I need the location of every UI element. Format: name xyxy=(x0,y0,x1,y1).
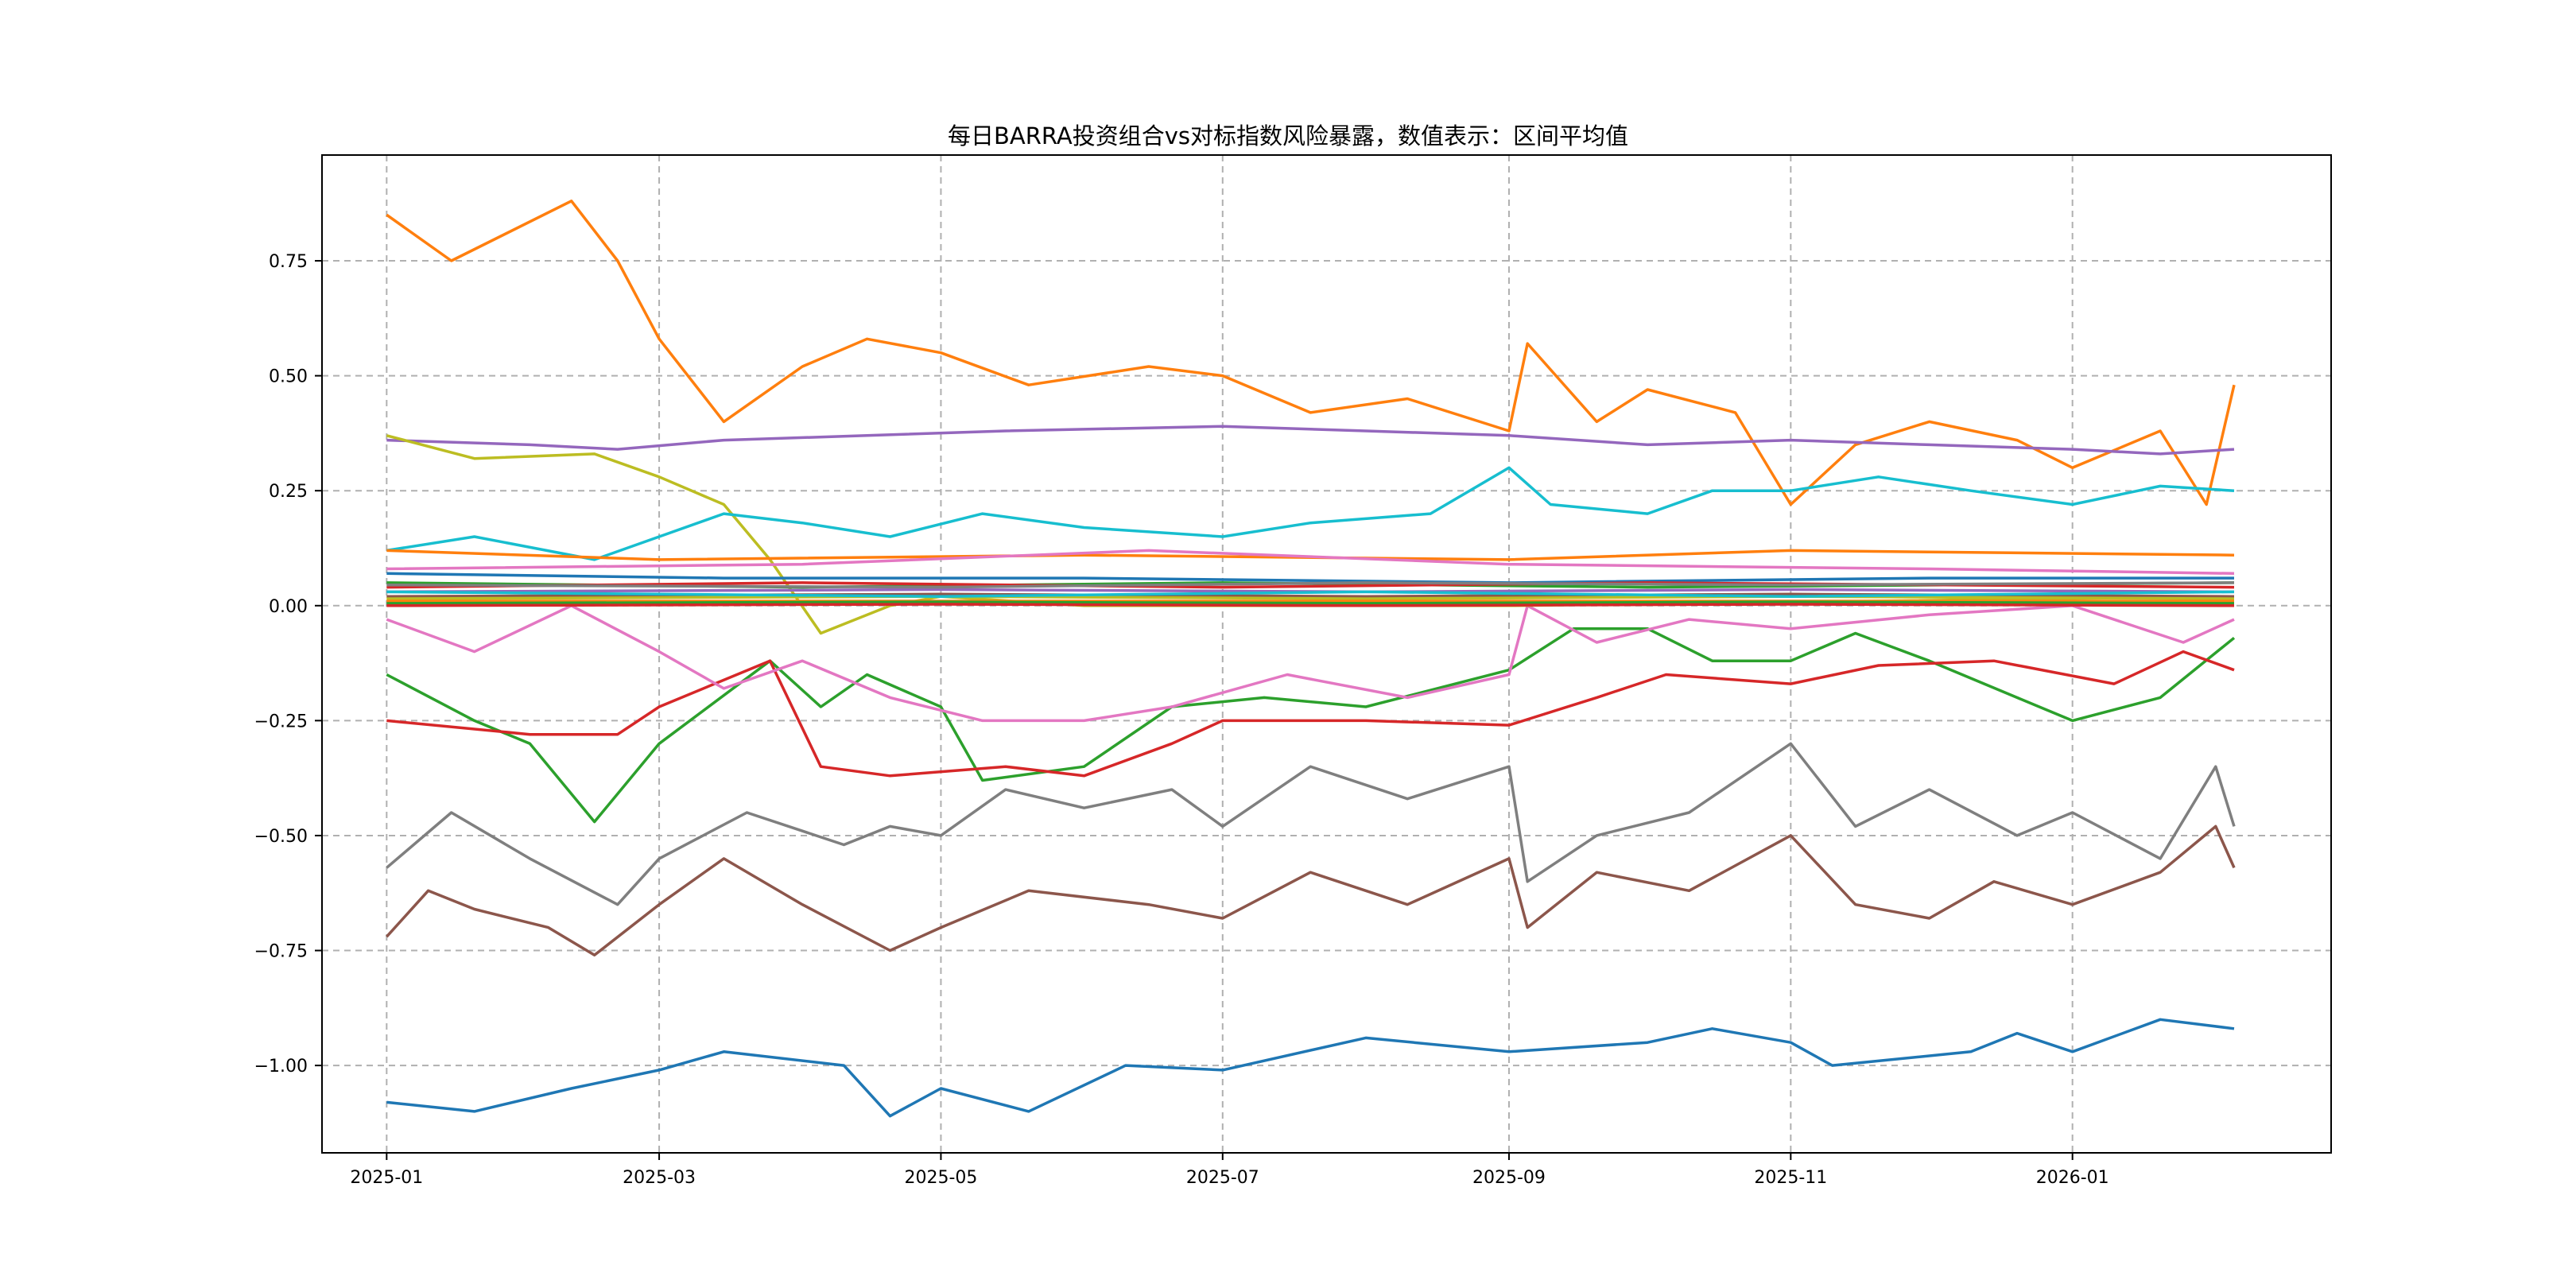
series-line-19 xyxy=(386,595,2235,600)
series-line-12 xyxy=(386,549,2235,576)
series-line-1 xyxy=(386,1018,2235,1118)
series-line-23 xyxy=(386,603,2235,607)
series-line-4 xyxy=(386,650,2235,778)
series-line-8 xyxy=(386,742,2236,906)
series-line-20 xyxy=(386,590,2235,598)
series-line-18 xyxy=(386,581,2235,589)
series-lines xyxy=(386,200,2236,1118)
y-tick-label: 0.50 xyxy=(269,367,308,387)
y-tick-label: −0.75 xyxy=(254,942,308,962)
y-tick-label: 0.00 xyxy=(269,597,308,617)
plot-area xyxy=(322,155,2331,1153)
x-tick-label: 2025-01 xyxy=(350,1168,423,1188)
y-tick-label: 0.75 xyxy=(269,252,308,272)
x-tick-label: 2025-11 xyxy=(1754,1168,1827,1188)
axis-ticks: 0.75 0.50 0.25 0.00 −0.25 −0.50 −0.75 −1.00 2025… xyxy=(254,252,2109,1188)
series-line-22 xyxy=(386,600,2235,605)
plot-frame xyxy=(321,154,2332,1154)
series-line-13 xyxy=(386,572,2234,584)
series-line-3 xyxy=(386,627,2236,824)
series-line-6 xyxy=(386,824,2236,957)
series-line-2 xyxy=(386,200,2236,506)
chart-title: 每日BARRA投资组合vs对标指数风险暴露，数值表示：区间平均值 xyxy=(948,122,1628,149)
x-tick-label: 2026-01 xyxy=(2036,1168,2109,1188)
x-tick-label: 2025-03 xyxy=(623,1168,696,1188)
x-tick-label: 2025-05 xyxy=(904,1168,977,1188)
y-tick-label: −0.25 xyxy=(254,712,308,731)
y-tick-label: −1.00 xyxy=(254,1057,308,1077)
x-tick-label: 2025-07 xyxy=(1186,1168,1259,1188)
y-tick-label: −0.50 xyxy=(254,827,308,847)
series-line-7 xyxy=(386,604,2235,723)
series-line-10 xyxy=(386,466,2235,561)
y-tick-label: 0.25 xyxy=(269,482,308,502)
series-line-5 xyxy=(386,425,2235,456)
x-tick-label: 2025-09 xyxy=(1472,1168,1546,1188)
